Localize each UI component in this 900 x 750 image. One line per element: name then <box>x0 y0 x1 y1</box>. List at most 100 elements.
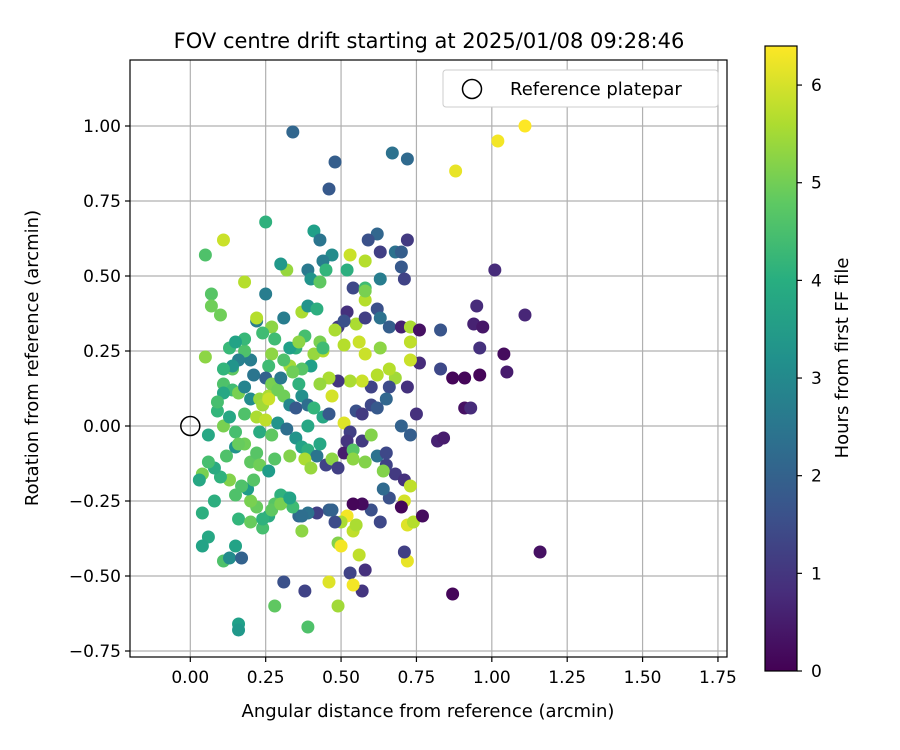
x-tick-label: 0.00 <box>171 668 209 688</box>
y-axis-ticks: −0.75 −0.50 −0.25 0.00 0.25 0.50 0.75 1.00 <box>69 117 130 662</box>
plot-frame <box>129 59 728 658</box>
scatter-point <box>265 428 279 442</box>
scatter-point <box>301 419 315 433</box>
scatter-point <box>192 473 206 487</box>
scatter-point <box>259 215 273 229</box>
scatter-point <box>373 272 387 286</box>
scatter-point <box>382 380 396 394</box>
scatter-point <box>476 320 490 334</box>
scatter-point <box>325 503 339 517</box>
scatter-point <box>286 365 300 379</box>
colorbar: 0 1 2 3 4 5 6 Hours from first FF file <box>764 45 853 682</box>
scatter-point <box>198 350 212 364</box>
scatter-point <box>518 119 532 133</box>
scatter-point <box>268 599 282 613</box>
scatter-point <box>207 494 221 508</box>
scatter-point <box>204 299 218 313</box>
scatter-point <box>352 548 366 562</box>
scatter-point <box>216 362 230 376</box>
scatter-point <box>277 575 291 589</box>
scatter-point <box>253 425 267 439</box>
scatter-point <box>370 368 384 382</box>
scatter-point <box>361 233 375 247</box>
colorbar-tick-label: 5 <box>811 174 822 194</box>
scatter-point <box>210 395 224 409</box>
reference-marker <box>180 415 201 437</box>
scatter-point <box>373 245 387 259</box>
colorbar-ticks: 0 1 2 3 4 5 6 <box>797 76 822 682</box>
scatter-point <box>328 323 342 337</box>
scatter-point <box>277 311 291 325</box>
y-tick-label: −0.25 <box>69 492 121 512</box>
scatter-point <box>343 248 357 262</box>
scatter-point <box>201 455 215 469</box>
x-axis-label: Angular distance from reference (arcmin) <box>242 701 615 722</box>
scatter-point <box>331 599 345 613</box>
scatter-point <box>346 452 360 466</box>
scatter-point <box>325 389 339 403</box>
colorbar-tick-label: 2 <box>811 467 822 487</box>
scatter-point <box>400 380 414 394</box>
scatter-point <box>328 155 342 169</box>
scatter-point <box>307 401 321 415</box>
scatter-point <box>204 287 218 301</box>
scatter-point <box>322 575 336 589</box>
scatter-point <box>500 365 514 379</box>
scatter-point <box>409 407 423 421</box>
scatter-point <box>262 359 276 373</box>
scatter-point <box>379 446 393 460</box>
scatter-point <box>250 446 264 460</box>
y-tick-label: 0.50 <box>83 267 121 287</box>
scatter-point <box>379 392 393 406</box>
x-tick-label: 0.75 <box>398 668 436 688</box>
x-tick-label: 1.00 <box>473 668 511 688</box>
scatter-point <box>238 407 252 421</box>
colorbar-tick-label: 4 <box>811 271 822 291</box>
scatter-point <box>400 233 414 247</box>
scatter-point <box>340 263 354 277</box>
scatter-point <box>298 584 312 598</box>
scatter-point <box>210 404 224 418</box>
x-tick-label: 1.75 <box>699 668 737 688</box>
scatter-point <box>319 263 333 277</box>
scatter-point <box>313 233 327 247</box>
scatter-point <box>304 461 318 475</box>
scatter-point <box>229 425 243 439</box>
scatter-point <box>195 506 209 520</box>
scatter-point <box>355 407 369 421</box>
x-tick-label: 1.25 <box>548 668 586 688</box>
scatter-point <box>247 473 261 487</box>
scatter-point <box>373 515 387 529</box>
scatter-point <box>223 551 236 565</box>
scatter-point <box>310 302 324 316</box>
scatter-point <box>244 515 258 529</box>
scatter-point <box>280 422 294 436</box>
legend-box <box>442 69 719 108</box>
scatter-point <box>382 362 396 376</box>
scatter-point <box>274 257 288 271</box>
scatter-point <box>533 545 547 559</box>
x-tick-label: 0.25 <box>247 668 285 688</box>
y-tick-label: −0.50 <box>69 567 121 587</box>
scatter-point <box>238 275 252 289</box>
y-axis-label: Rotation from reference (arcmin) <box>22 210 43 506</box>
chart-title: FOV centre drift starting at 2025/01/08 … <box>174 29 685 53</box>
scatter-point <box>373 311 387 325</box>
legend-reference-icon <box>461 78 483 100</box>
scatter-point <box>358 347 372 361</box>
scatter-point <box>244 494 258 508</box>
scatter-point <box>310 449 324 463</box>
scatter-point <box>322 407 336 421</box>
scatter-point <box>376 464 390 478</box>
colorbar-tick-label: 1 <box>811 564 822 584</box>
scatter-point <box>473 341 487 355</box>
colorbar-tick-label: 6 <box>811 76 822 96</box>
x-tick-label: 0.50 <box>322 668 360 688</box>
scatter-point <box>370 401 384 415</box>
scatter-point <box>437 431 451 445</box>
scatter-point <box>397 545 411 559</box>
scatter-point <box>232 623 246 637</box>
scatter-point <box>301 620 315 634</box>
y-tick-label: 0.00 <box>83 417 121 437</box>
scatter-point <box>385 146 399 160</box>
